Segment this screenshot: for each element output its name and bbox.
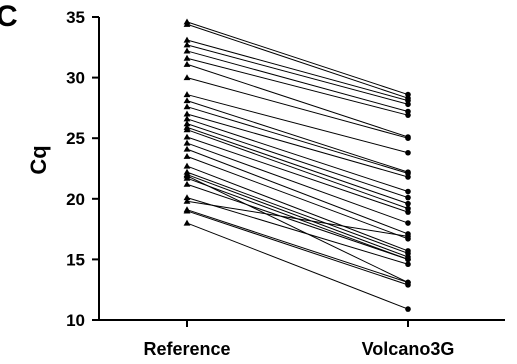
x-category-label: Reference bbox=[143, 339, 230, 359]
sample-line-15 bbox=[186, 126, 409, 205]
volcano3g-marker-6 bbox=[405, 112, 411, 118]
sample-line-7 bbox=[186, 63, 409, 138]
volcano3g-marker-30 bbox=[405, 279, 411, 286]
sample-line-10 bbox=[186, 100, 409, 173]
sample-line-29 bbox=[186, 222, 409, 310]
sample-line-21 bbox=[186, 165, 409, 252]
reference-marker-30 bbox=[183, 172, 191, 179]
volcano3g-marker-15 bbox=[405, 200, 411, 207]
sample-line-27 bbox=[186, 209, 409, 283]
sample-line-18 bbox=[186, 142, 409, 224]
y-axis-ticks: 10 15 20 25 30 35 bbox=[66, 8, 99, 330]
volcano3g-marker-29 bbox=[405, 306, 411, 312]
reference-marker-6 bbox=[183, 54, 191, 61]
sample-line-25 bbox=[186, 183, 409, 260]
volcano3g-marker-4 bbox=[405, 101, 411, 108]
reference-marker-16 bbox=[183, 126, 191, 133]
y-tick-label: 15 bbox=[66, 250, 85, 269]
reference-marker-28 bbox=[183, 207, 191, 214]
volcano3g-marker-17 bbox=[405, 209, 411, 215]
panel-letter: C bbox=[0, 0, 18, 33]
reference-marker-4 bbox=[183, 41, 191, 48]
sample-line-14 bbox=[186, 123, 409, 199]
reference-marker-3 bbox=[183, 36, 191, 43]
sample-line-9 bbox=[186, 94, 409, 154]
sample-line-19 bbox=[186, 148, 409, 235]
x-axis-ticks: Reference Volcano3G bbox=[143, 320, 454, 359]
x-category-label: Volcano3G bbox=[362, 339, 455, 359]
volcano3g-marker-26 bbox=[405, 261, 411, 268]
sample-line-5 bbox=[186, 50, 409, 113]
sample-line-23 bbox=[186, 174, 409, 258]
sample-line-12 bbox=[186, 113, 409, 178]
reference-marker-19 bbox=[183, 145, 191, 152]
reference-marker-11 bbox=[183, 103, 191, 110]
y-tick-label: 30 bbox=[66, 69, 85, 88]
volcano3g-marker-12 bbox=[405, 174, 411, 180]
sample-line-3 bbox=[186, 39, 409, 102]
volcano3g-marker-9 bbox=[405, 149, 411, 156]
sample-line-2 bbox=[186, 23, 409, 99]
volcano3g-marker-31 bbox=[405, 233, 411, 240]
reference-marker-31 bbox=[183, 197, 191, 204]
sample-line-17 bbox=[186, 136, 409, 213]
sample-line-22 bbox=[186, 171, 409, 254]
reference-marker-20 bbox=[183, 152, 191, 159]
series-group bbox=[186, 21, 409, 310]
reference-marker-9 bbox=[183, 91, 191, 98]
volcano3g-marker-25 bbox=[405, 256, 411, 263]
reference-marker-17 bbox=[183, 133, 191, 140]
y-axis-title: Cq bbox=[26, 145, 51, 174]
reference-marker-14 bbox=[183, 120, 191, 127]
sample-line-13 bbox=[186, 118, 409, 193]
sample-line-28 bbox=[186, 210, 409, 286]
reference-marker-25 bbox=[183, 180, 191, 187]
sample-line-30 bbox=[186, 175, 409, 283]
sample-line-11 bbox=[186, 106, 409, 174]
volcano3g-marker-13 bbox=[405, 188, 411, 195]
sample-line-8 bbox=[186, 77, 409, 139]
y-tick-label: 35 bbox=[66, 8, 85, 27]
reference-marker-26 bbox=[183, 194, 191, 201]
reference-marker-2 bbox=[183, 20, 191, 27]
reference-marker-21 bbox=[183, 162, 191, 169]
reference-marker-10 bbox=[183, 97, 191, 104]
sample-line-4 bbox=[186, 44, 409, 105]
y-tick-label: 10 bbox=[66, 311, 85, 330]
volcano3g-marker-8 bbox=[405, 135, 411, 141]
sample-line-1 bbox=[186, 21, 409, 96]
y-tick-label: 25 bbox=[66, 129, 85, 148]
y-tick-label: 20 bbox=[66, 190, 85, 209]
volcano3g-marker-14 bbox=[405, 194, 411, 201]
reference-marker-13 bbox=[183, 115, 191, 122]
sample-line-26 bbox=[186, 197, 409, 265]
sample-line-16 bbox=[186, 129, 409, 209]
reference-marker-8 bbox=[183, 74, 191, 81]
reference-marker-29 bbox=[183, 219, 191, 226]
sample-line-20 bbox=[186, 155, 409, 240]
marker-group bbox=[183, 18, 411, 312]
reference-marker-18 bbox=[183, 139, 191, 146]
sample-line-6 bbox=[186, 57, 409, 116]
reference-marker-5 bbox=[183, 47, 191, 54]
reference-marker-12 bbox=[183, 110, 191, 117]
volcano3g-marker-18 bbox=[405, 220, 411, 226]
reference-marker-7 bbox=[183, 60, 191, 67]
sample-line-31 bbox=[186, 200, 409, 237]
